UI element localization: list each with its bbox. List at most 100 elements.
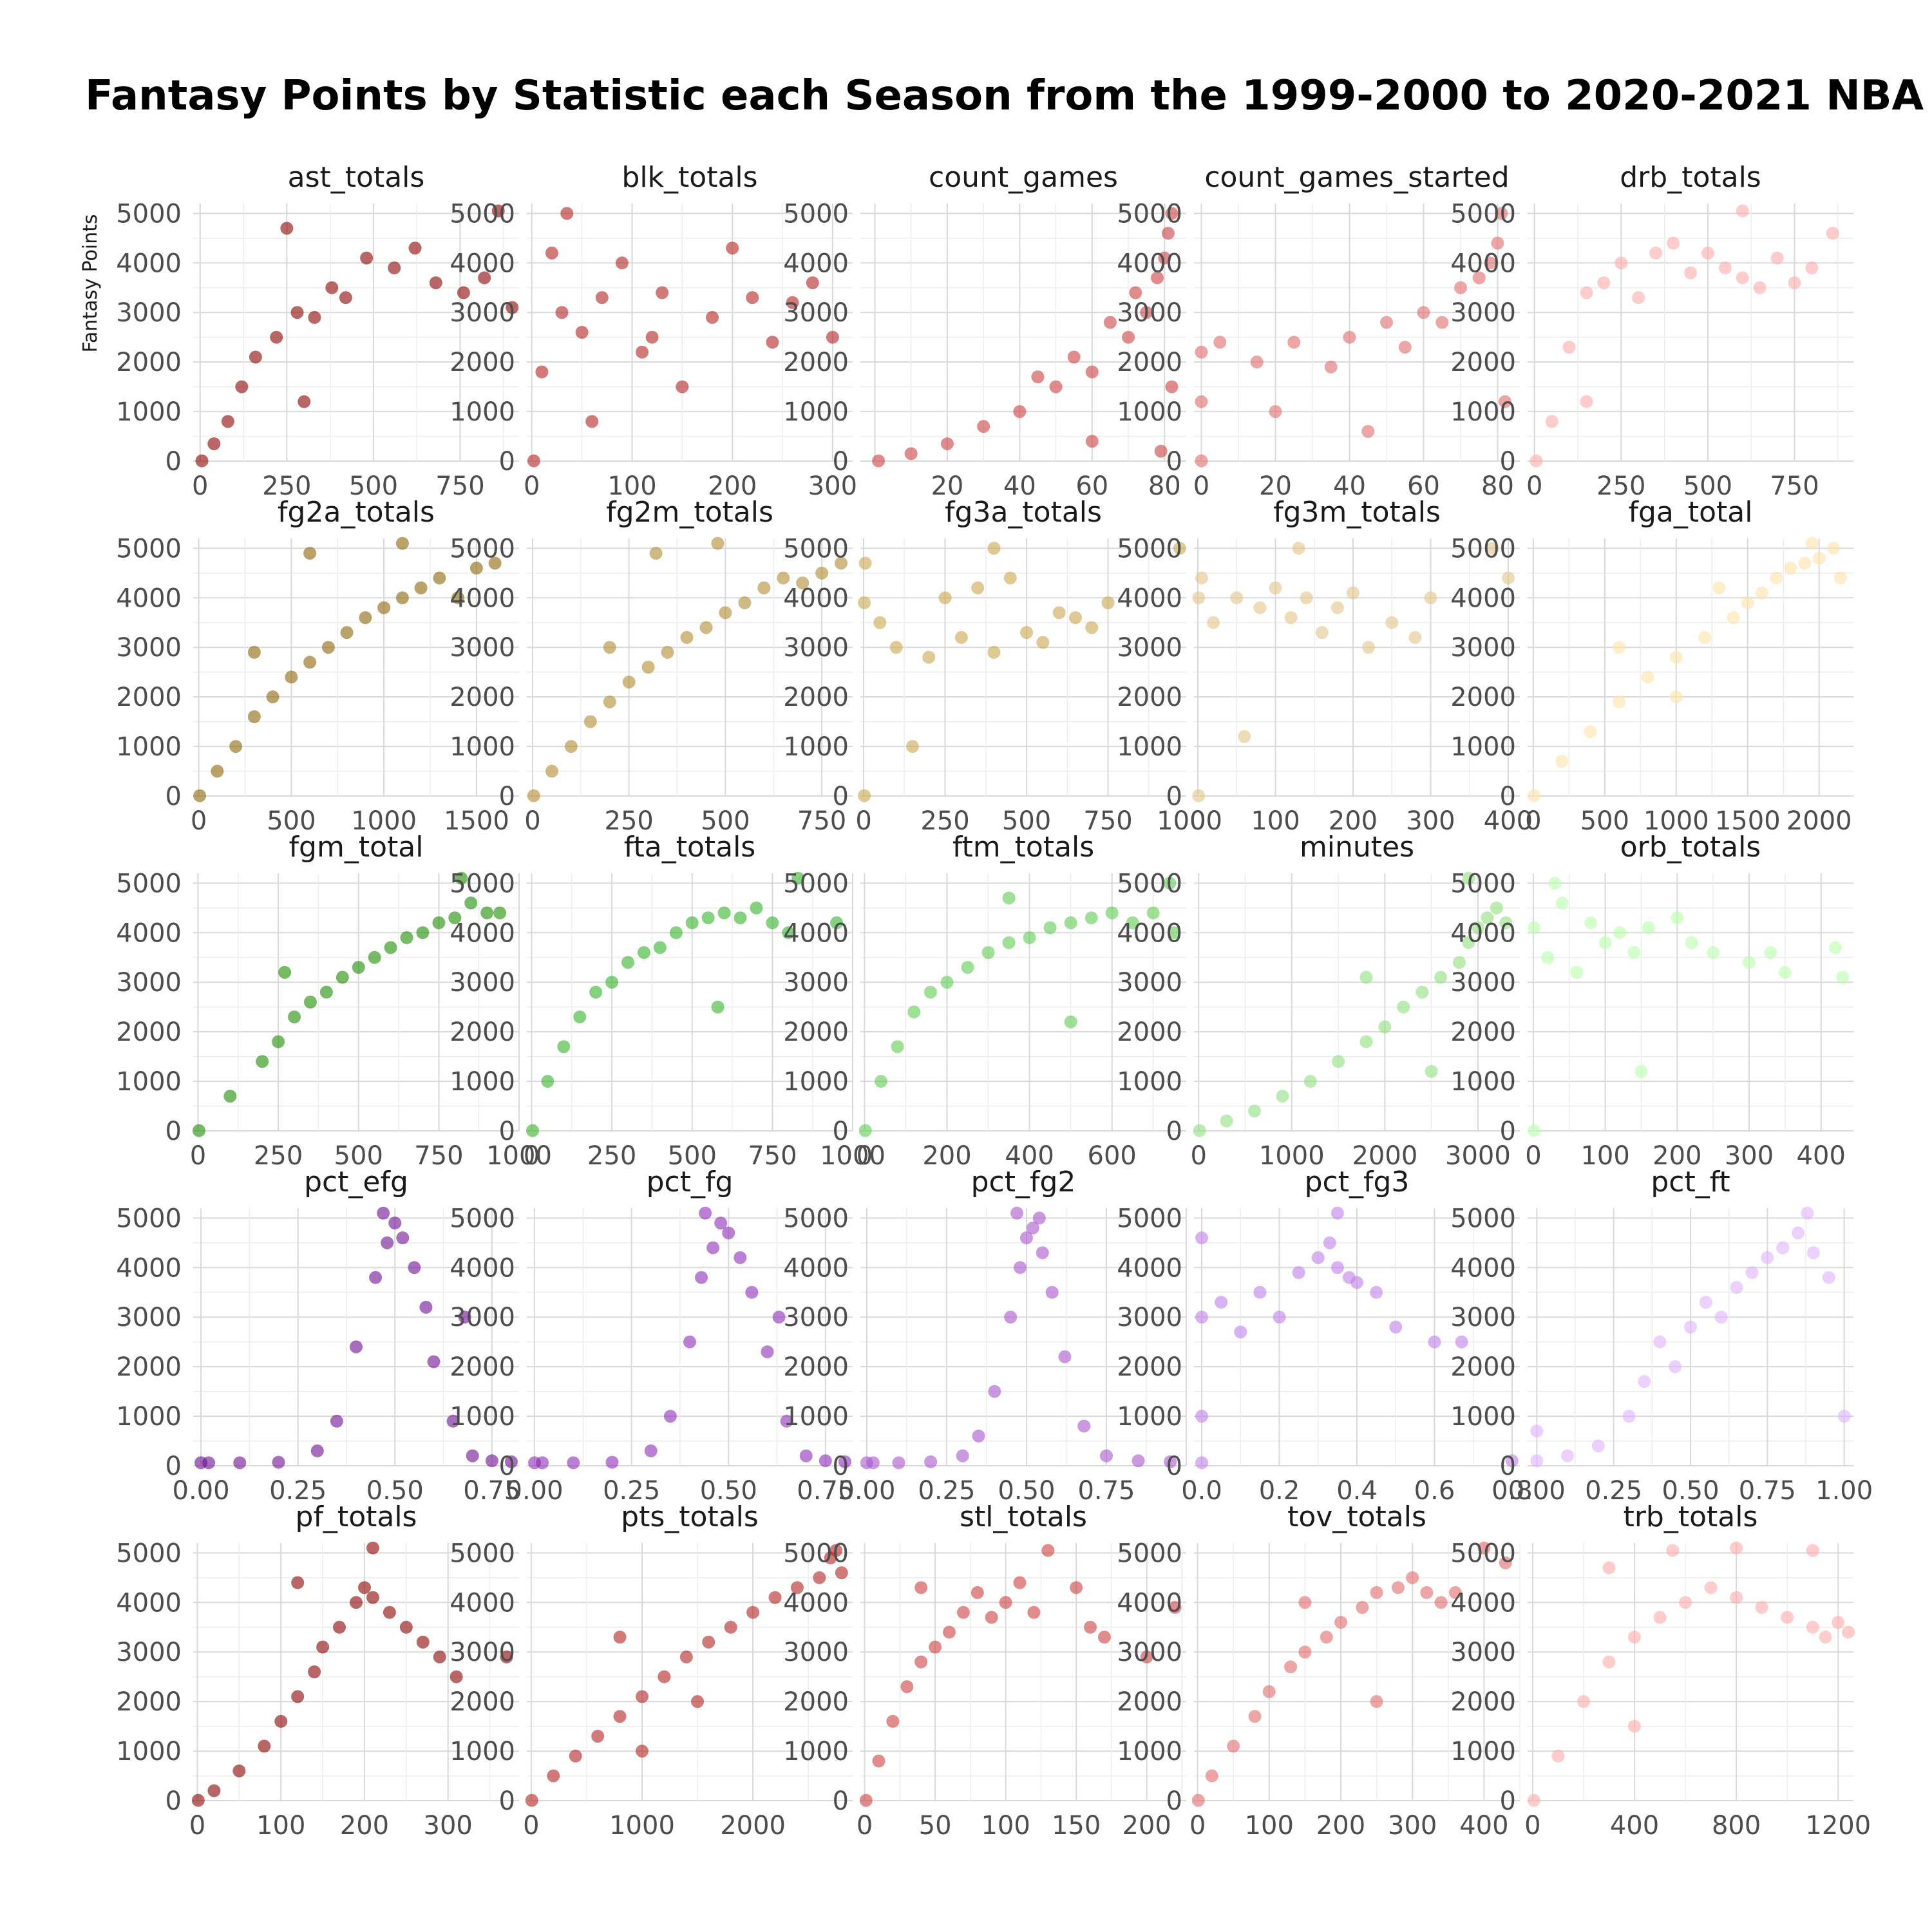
facet-strip-label: pts_totals	[621, 1501, 759, 1533]
y-tick-label: 5000	[1450, 1539, 1516, 1568]
data-point	[1730, 1541, 1743, 1555]
data-point	[838, 1455, 851, 1468]
data-point	[1332, 1055, 1345, 1068]
data-point	[734, 1251, 747, 1264]
x-tick-label: 500	[1683, 471, 1732, 501]
y-tick-label: 4000	[1117, 1588, 1182, 1618]
data-point	[1499, 916, 1513, 929]
data-point	[1002, 936, 1016, 949]
data-point	[1776, 1241, 1790, 1255]
facet-strip-label: tov_totals	[1287, 1501, 1426, 1533]
data-point	[1003, 571, 1017, 585]
data-point	[938, 591, 952, 605]
y-tick-label: 0	[166, 782, 182, 811]
data-point	[635, 1745, 649, 1758]
y-tick-label: 1000	[116, 1402, 182, 1432]
data-point	[564, 740, 578, 753]
data-point	[1248, 1710, 1262, 1723]
data-point	[1770, 251, 1784, 265]
x-tick-label: 1000	[1259, 1141, 1325, 1171]
y-tick-label: 4000	[783, 249, 849, 278]
data-point	[560, 207, 574, 220]
data-point	[1064, 1015, 1077, 1028]
data-point	[545, 764, 558, 778]
facet-strip-label: count_games_started	[1204, 161, 1509, 194]
x-tick-label: 400	[1797, 1141, 1846, 1171]
chart-title: Fantasy Points by Statistic each Season …	[85, 72, 1932, 120]
y-tick-label: 2000	[783, 1018, 849, 1047]
data-point	[1707, 946, 1720, 960]
y-tick-label: 1000	[1117, 1737, 1182, 1766]
data-point	[1530, 1454, 1544, 1468]
data-point	[1269, 405, 1282, 419]
data-point	[981, 946, 995, 960]
data-point	[961, 961, 974, 974]
x-tick-label: 200	[1653, 1141, 1701, 1171]
data-point	[1837, 1410, 1851, 1423]
data-point	[1398, 341, 1412, 354]
data-point	[575, 326, 589, 339]
y-tick-label: 5000	[783, 869, 849, 898]
data-point	[1378, 1020, 1392, 1034]
data-point	[1615, 256, 1628, 270]
facet-panel-count_games_started: count_games_started010002000300040005000…	[1117, 161, 1520, 501]
data-point	[1346, 586, 1359, 600]
data-point	[1530, 1425, 1544, 1438]
facet-strip-label: ftm_totals	[952, 831, 1094, 864]
data-point	[567, 1456, 580, 1470]
data-point	[1434, 971, 1448, 984]
y-tick-label: 1000	[450, 1067, 515, 1097]
data-point	[1276, 1090, 1289, 1103]
data-point	[235, 380, 249, 393]
data-point	[1103, 316, 1117, 329]
y-tick-label: 3000	[783, 968, 849, 998]
x-tick-label: 300	[808, 471, 857, 501]
data-point	[221, 415, 234, 428]
y-tick-label: 4000	[116, 1253, 182, 1283]
x-tick-label: 0	[1189, 806, 1206, 836]
data-point	[1320, 1631, 1333, 1644]
x-tick-label: 1000	[351, 806, 417, 836]
data-point	[1004, 1311, 1018, 1324]
x-tick-label: 100	[1245, 1811, 1294, 1841]
data-point	[488, 556, 502, 570]
data-point	[1023, 931, 1036, 944]
data-point	[1356, 1601, 1369, 1614]
y-tick-label: 1000	[783, 732, 849, 762]
data-point	[1684, 266, 1697, 279]
data-point	[1250, 355, 1264, 369]
data-point	[500, 1650, 513, 1663]
y-tick-label: 4000	[450, 583, 515, 613]
data-point	[1105, 906, 1119, 920]
data-point	[972, 1429, 985, 1443]
x-tick-label: 500	[349, 471, 398, 501]
y-tick-label: 2000	[1450, 1687, 1516, 1717]
data-point	[1013, 405, 1027, 419]
y-tick-label: 1000	[450, 1737, 515, 1766]
facet-panel-pct_fg3: pct_fg3 0 1000 2000 3000 4000 5000 0.0 0.2 0.4 0.6…	[1117, 1166, 1533, 1506]
x-tick-label: 1.00	[1815, 1476, 1873, 1506]
data-point	[1685, 936, 1698, 949]
data-point	[1298, 1645, 1312, 1659]
y-tick-label: 4000	[783, 1588, 849, 1618]
data-point	[746, 1605, 760, 1619]
data-point	[1798, 556, 1812, 570]
y-tick-label: 3000	[783, 633, 849, 663]
data-point	[1161, 227, 1175, 240]
data-point	[685, 916, 699, 929]
facet-strip-label: pf_totals	[296, 1501, 417, 1533]
data-point	[432, 916, 446, 929]
x-tick-label: 750	[797, 806, 846, 836]
data-point	[1832, 1616, 1845, 1629]
data-point	[1781, 1611, 1794, 1624]
data-point	[819, 1454, 832, 1468]
data-point	[1068, 611, 1082, 625]
x-tick-label: 200	[1122, 1811, 1171, 1841]
data-point	[350, 1340, 363, 1354]
x-tick-label: 2000	[1352, 1141, 1417, 1171]
x-tick-label: 0.50	[700, 1476, 757, 1506]
data-point	[446, 1414, 460, 1428]
y-tick-label: 2000	[450, 683, 515, 712]
data-point	[419, 1300, 433, 1314]
data-point	[310, 1444, 324, 1457]
